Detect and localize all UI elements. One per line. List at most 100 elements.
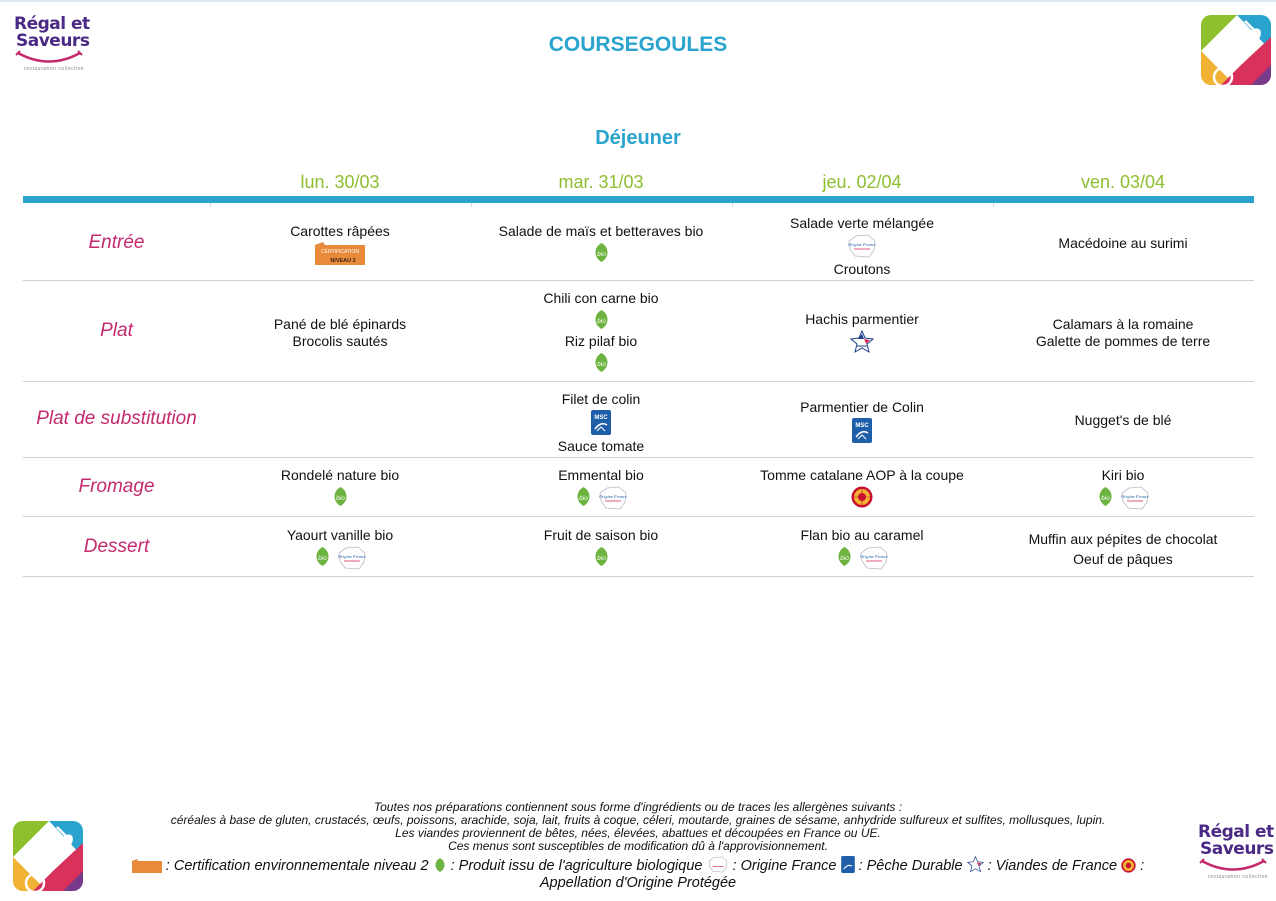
bio-icon: bio [1098,487,1112,506]
bio-icon: bio [594,243,608,262]
dish-name: Salade de maïs et betteraves bio [498,223,704,239]
legend-cert: : Certification environnementale niveau … [165,858,429,874]
brand-line2: Saveurs [1200,839,1274,859]
brand-tagline: restauration collective [1208,874,1268,880]
label-legend: : Certification environnementale niveau … [110,856,1166,892]
svg-text:bio: bio [597,555,606,562]
dish-name: Macédoine au surimi [1058,235,1188,251]
brand-line1: Régal et [14,14,90,34]
disclaimer: Ces menus sont susceptibles de modificat… [448,839,828,853]
legend-msc: : Pêche Durable [858,858,963,874]
column-separator [993,203,994,207]
menu-cell: Pané de blé épinards Brocolis sautés [210,316,470,350]
regal-saveurs-logo: Régal et Saveurs restauration collective [1198,824,1276,894]
day-header-2: mar. 31/03 [558,172,644,192]
svg-text:Origine France: Origine France [848,242,876,247]
dish-name: Parmentier de Colin [800,399,924,415]
top-border [0,0,1276,2]
dish-name: Hachis parmentier [805,311,919,327]
aop-icon [1121,858,1136,873]
svg-text:MSC: MSC [594,415,608,421]
dish-name: Riz pilaf bio [564,333,638,349]
viandes-france-icon [850,330,874,354]
allergens-list: céréales à base de gluten, crustacés, œu… [170,813,1106,827]
legend-fr: : Origine France [732,858,837,874]
dish-name: Chili con carne bio [543,290,659,306]
day-header-1: lun. 30/03 [300,172,380,192]
svg-text:Origine France: Origine France [598,494,626,499]
smile-icon [1199,858,1267,871]
menu-cell: Salade verte mélangée Origine France Cro… [732,215,992,278]
origine-france-icon: Origine France [848,234,876,258]
bio-icon [435,858,445,872]
dish-name: Emmental bio [558,467,644,483]
dish-name: Muffin aux pépites de chocolat [1028,531,1218,547]
aop-icon [851,486,873,508]
row-divider [23,576,1254,577]
menu-cell: Carottes râpées CERTIFICATION NIVEAU 2 [210,223,470,268]
column-separator [471,203,472,207]
dish-name: Rondelé nature bio [280,467,400,483]
category-entree: Entrée [88,232,145,253]
legend-aop: : Appellation d'Origine Protégée [539,858,1145,891]
city-title: COURSEGOULES [548,33,728,56]
origine-france-icon: Origine France [598,486,627,510]
svg-text:bio: bio [840,555,849,562]
menu-cell: Parmentier de Colin MSC [732,399,992,446]
bio-icon: bio [594,310,608,329]
dish-name: Pané de blé épinards [273,316,407,332]
cutlery-tile-logo [1201,15,1271,85]
certification-env-icon: CERTIFICATION NIVEAU 2 [315,242,365,265]
row-divider [23,280,1254,281]
menu-cell: Rondelé nature bio bio [210,467,470,510]
origine-france-icon: Origine France [1120,486,1149,510]
header-bar [23,196,1254,203]
menu-cell: Chili con carne bio bio Riz pilaf bio bi… [471,290,731,376]
dish-name: Nugget's de blé [1074,412,1172,428]
dish-name: Sauce tomate [557,438,645,454]
svg-text:bio: bio [1101,495,1110,502]
menu-cell: Calamars à la romaine Galette de pommes … [993,316,1253,350]
dish-name: Croutons [833,261,891,277]
day-header-4: ven. 03/04 [1080,172,1166,192]
row-divider [23,457,1254,458]
dish-name: Brocolis sautés [292,333,388,349]
category-dessert: Dessert [83,536,150,557]
brand-line2: Saveurs [16,31,90,51]
svg-text:bio: bio [597,251,606,258]
svg-text:bio: bio [336,495,345,502]
origine-france-icon: Origine France [337,546,366,570]
origine-france-icon: Origine France [859,546,888,570]
menu-cell: Hachis parmentier [732,311,992,357]
dish-name: Yaourt vanille bio [286,527,394,543]
day-header-3: jeu. 02/04 [822,172,902,192]
smile-icon [15,50,83,63]
brand-tagline: restauration collective [24,66,84,72]
msc-icon: MSC [852,418,872,443]
menu-cell: Nugget's de blé [993,412,1253,429]
dish-name: Kiri bio [1101,467,1145,483]
msc-icon [840,856,855,873]
svg-text:Origine France: Origine France [1120,494,1148,499]
brand-line1: Régal et [1198,822,1274,842]
svg-text:MSC: MSC [855,423,869,429]
category-plat: Plat [100,320,133,341]
column-separator [732,203,733,207]
svg-text:bio: bio [318,555,327,562]
category-substitution: Plat de substitution [36,408,197,429]
bio-icon: bio [837,547,851,566]
svg-text:Origine France: Origine France [859,554,887,559]
meal-title: Déjeuner [595,127,681,149]
svg-text:bio: bio [597,318,606,325]
msc-icon: MSC [591,410,611,435]
dish-name: Galette de pommes de terre [1035,333,1211,349]
svg-text:bio: bio [579,495,588,502]
dish-name: Flan bio au caramel [800,527,924,543]
allergen-notice: Toutes nos préparations contiennent sous… [100,801,1176,853]
menu-cell: Flan bio au caramel bio Origine France [732,527,992,573]
cert-label: CERTIFICATION [321,249,359,255]
svg-text:Origine France: Origine France [337,554,365,559]
origine-france-icon [708,856,727,873]
viandes-france-icon [966,856,984,873]
menu-cell: Tomme catalane AOP à la coupe [732,467,992,511]
